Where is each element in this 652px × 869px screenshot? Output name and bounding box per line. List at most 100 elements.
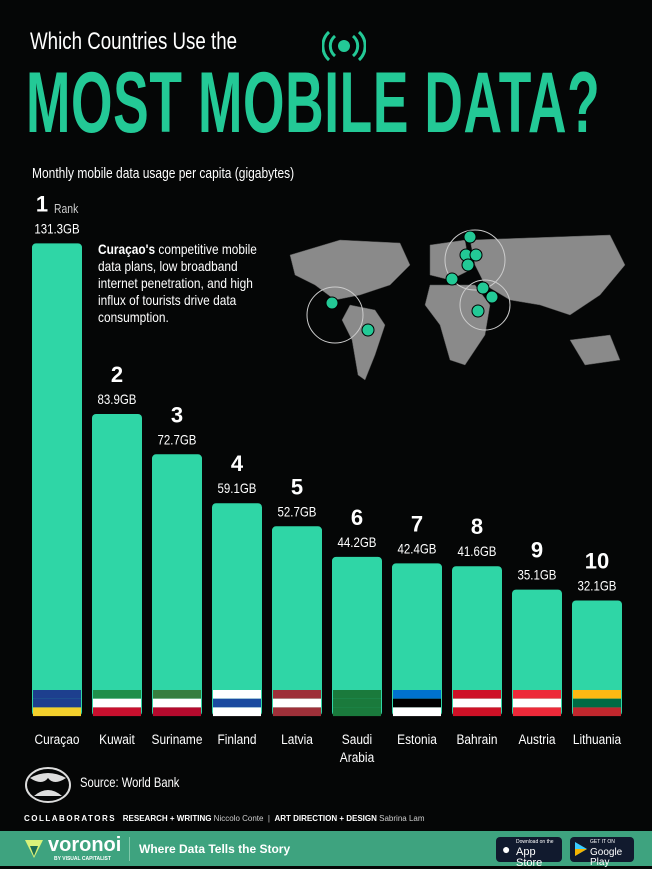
rank-label: Rank: [54, 201, 79, 216]
play-small: GET IT ON: [590, 839, 615, 845]
flag-stripe: [393, 698, 441, 708]
flag-stripe: [513, 690, 561, 699]
play-label: Google Play: [590, 847, 623, 868]
bar: [512, 589, 562, 716]
chart-subtitle: Monthly mobile data usage per capita (gi…: [32, 165, 295, 182]
flag-stripe: [33, 690, 81, 699]
divider: [129, 837, 130, 861]
flag-stripe: [213, 690, 261, 699]
category-label: Suriname: [152, 731, 203, 747]
flag-stripe: [273, 707, 321, 717]
category-label: Kuwait: [99, 731, 135, 747]
category-label: Arabia: [340, 749, 375, 765]
tagline: Where Data Tells the Story: [139, 842, 291, 856]
bar: [452, 566, 502, 716]
category-label: Saudi: [342, 731, 373, 747]
flag-stripe: [453, 707, 501, 717]
app-store-small: Download on the: [516, 839, 554, 845]
flag-stripe: [273, 698, 321, 708]
category-label: Latvia: [281, 731, 313, 747]
flag-stripe: [273, 690, 321, 699]
value-label: 131.3GB: [34, 220, 79, 236]
flag-stripe: [513, 707, 561, 717]
annotation: Curaçao's competitive mobile data plans,…: [98, 241, 260, 326]
flag-stripe: [33, 698, 81, 708]
flag-stripe: [333, 690, 381, 699]
value-label: 44.2GB: [338, 534, 377, 550]
flag-stripe: [153, 698, 201, 708]
flag-stripe: [393, 707, 441, 717]
flag-stripe: [393, 690, 441, 699]
category-label: Estonia: [397, 731, 437, 747]
apple-icon: ●: [502, 841, 511, 857]
value-label: 72.7GB: [158, 431, 197, 447]
category-label: Lithuania: [573, 731, 622, 747]
design-label: ART DIRECTION + DESIGN: [274, 814, 377, 823]
bar: [152, 454, 202, 716]
rank-number: 9: [531, 538, 543, 563]
bar: [392, 563, 442, 716]
flag-stripe: [573, 707, 621, 717]
design-name: Sabrina Lam: [379, 814, 425, 823]
brand-sub: BY VISUAL CAPITALIST: [54, 856, 111, 862]
research-label: RESEARCH + WRITING: [122, 814, 212, 823]
source: Source: World Bank: [80, 774, 180, 790]
world-map: [289, 229, 626, 381]
flag-stripe: [573, 690, 621, 699]
main-title: MOST MOBILE DATA?: [26, 55, 601, 151]
flag-stripe: [453, 690, 501, 699]
category-label: Bahrain: [456, 731, 497, 747]
value-label: 83.9GB: [98, 391, 137, 407]
category-label: Curaçao: [35, 731, 80, 747]
bar-chart: 1 131.3GB Curaçao 2 83.9GB Kuwait 3 72.7GB Surin…: [32, 191, 622, 765]
rank-number: 3: [171, 402, 183, 427]
flag-stripe: [153, 690, 201, 699]
annotation-bold: Curaçao's: [98, 241, 156, 257]
flag-stripe: [453, 698, 501, 708]
flag-stripe: [573, 698, 621, 708]
flag-stripe: [513, 698, 561, 708]
rank-number: 1: [36, 191, 48, 216]
rank-number: 7: [411, 511, 423, 536]
signal-icon: [322, 30, 366, 62]
flag-stripe: [213, 698, 261, 708]
flag-stripe: [213, 707, 261, 717]
bar: [212, 503, 262, 716]
rank-number: 10: [585, 548, 609, 573]
flag-stripe: [93, 698, 141, 708]
google-play-button[interactable]: GET IT ON Google Play: [570, 837, 634, 868]
voronoi-logo-icon: [25, 840, 43, 858]
rank-number: 4: [231, 451, 244, 476]
bar: [32, 243, 82, 716]
flag-stripe: [93, 690, 141, 699]
bar: [92, 413, 142, 716]
app-store-label: App Store: [516, 846, 543, 869]
category-label: Austria: [518, 731, 556, 747]
rank-number: 8: [471, 514, 483, 539]
rank-number: 5: [291, 474, 303, 499]
annotation-text: competitive mobile data plans, low broad…: [98, 241, 257, 325]
value-label: 35.1GB: [518, 567, 557, 583]
research-name: Niccolo Conte: [213, 814, 264, 823]
supertitle: Which Countries Use the: [30, 28, 238, 55]
rank-number: 2: [111, 362, 123, 387]
bar: [272, 526, 322, 716]
play-icon: [575, 842, 587, 856]
bar: [332, 556, 382, 716]
value-label: 59.1GB: [218, 480, 257, 496]
flag-stripe: [153, 707, 201, 717]
app-store-button[interactable]: ● Download on the App Store: [496, 837, 562, 869]
flag-stripe: [333, 698, 381, 708]
collaborators-label: COLLABORATORS: [24, 814, 117, 823]
bar: [572, 600, 622, 716]
credits: COLLABORATORS RESEARCH + WRITING Niccolo…: [24, 814, 425, 823]
flag-stripe: [93, 707, 141, 717]
value-label: 41.6GB: [458, 543, 497, 559]
footer-bar: voronoi BY VISUAL CAPITALIST Where Data …: [0, 831, 652, 869]
category-label: Finland: [217, 731, 256, 747]
voronoi-globe-icon: [25, 767, 71, 803]
brand-name: voronoi: [48, 834, 122, 856]
flag-stripe: [333, 707, 381, 717]
value-label: 52.7GB: [278, 503, 317, 519]
value-label: 42.4GB: [398, 540, 437, 556]
